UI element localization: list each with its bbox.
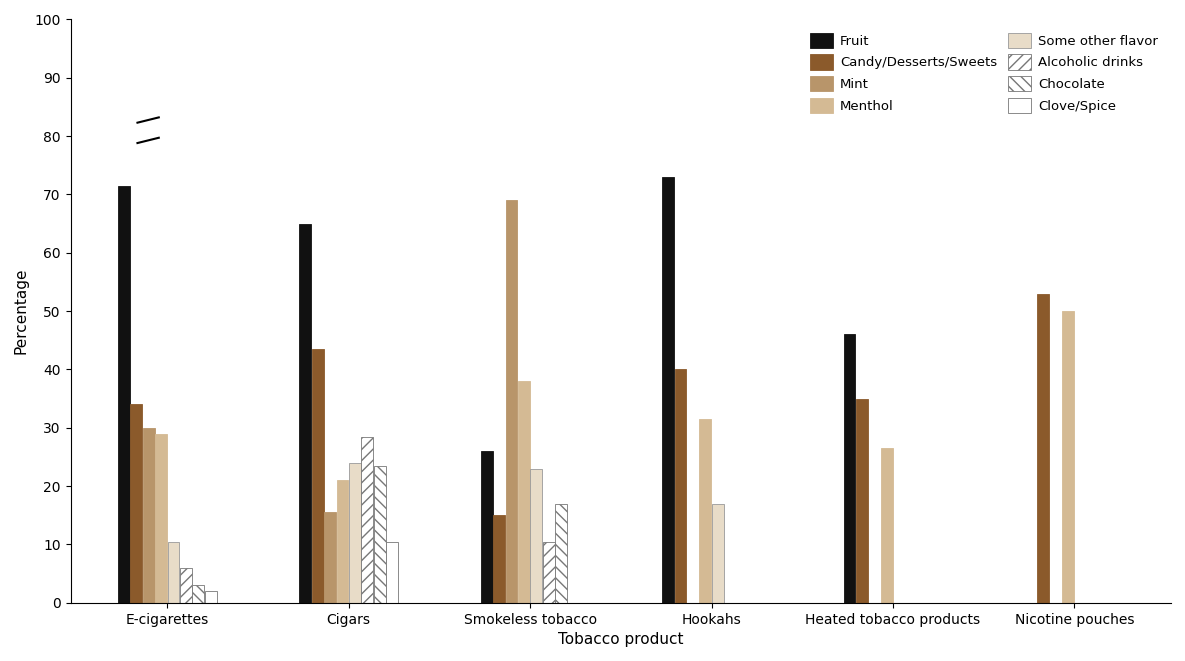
Bar	[543, 541, 555, 603]
Bar	[325, 512, 337, 603]
Bar	[856, 399, 867, 603]
Bar	[155, 434, 167, 603]
Bar	[493, 516, 505, 603]
Bar	[531, 469, 543, 603]
Y-axis label: Percentage: Percentage	[14, 268, 28, 354]
X-axis label: Tobacco product: Tobacco product	[558, 632, 684, 647]
Bar	[312, 349, 324, 603]
Legend: Fruit, Candy/Desserts/Sweets, Mint, Menthol, Some other flavor, Alcoholic drinks: Fruit, Candy/Desserts/Sweets, Mint, Ment…	[803, 26, 1165, 120]
Bar	[180, 568, 192, 603]
Bar	[556, 504, 566, 603]
Bar	[118, 186, 130, 603]
Bar	[192, 586, 204, 603]
Bar	[337, 481, 348, 603]
Bar	[712, 504, 724, 603]
Bar	[481, 451, 493, 603]
Bar	[1038, 293, 1049, 603]
Bar	[350, 463, 360, 603]
Bar	[300, 223, 312, 603]
Bar	[143, 428, 154, 603]
Bar	[844, 334, 856, 603]
Bar	[167, 541, 179, 603]
Bar	[361, 436, 373, 603]
Bar	[130, 405, 142, 603]
Bar	[699, 419, 711, 603]
Bar	[506, 200, 518, 603]
Bar	[205, 591, 217, 603]
Bar	[662, 177, 674, 603]
Bar	[880, 448, 892, 603]
Bar	[518, 381, 530, 603]
Bar	[373, 466, 385, 603]
Bar	[674, 369, 686, 603]
Bar	[386, 541, 398, 603]
Bar	[1062, 311, 1074, 603]
